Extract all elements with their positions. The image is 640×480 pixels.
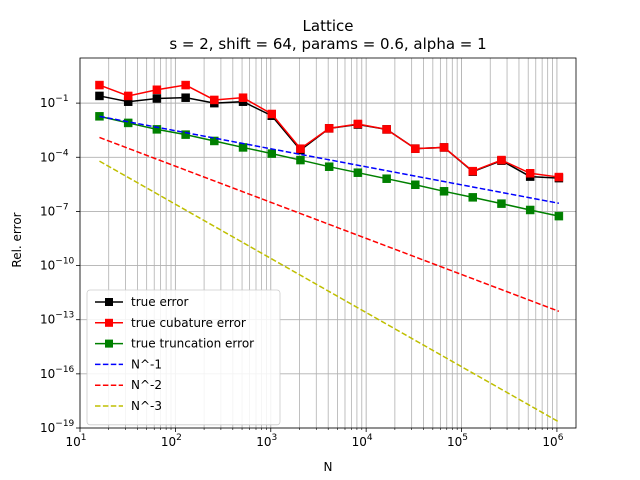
data-point (554, 172, 564, 182)
legend-label: true cubature error (131, 316, 246, 330)
data-point (181, 80, 190, 90)
data-point (497, 199, 506, 208)
legend-entry: true truncation error (95, 337, 254, 351)
data-point (439, 187, 449, 196)
series-1 (95, 80, 564, 182)
data-point (296, 155, 305, 165)
series-line (99, 136, 560, 313)
legend-swatch-marker (105, 318, 113, 327)
x-tick-label: 106 (542, 433, 563, 449)
series-4 (99, 136, 560, 313)
data-point (267, 109, 277, 119)
data-point (296, 144, 305, 153)
legend-entry: N^-2 (95, 378, 162, 392)
y-tick-label: 10−1 (40, 94, 69, 110)
x-tick-label: 103 (256, 433, 277, 449)
y-axis-label: Rel. error (10, 212, 24, 267)
series-3 (99, 115, 560, 205)
data-point (324, 124, 334, 133)
series-5 (99, 160, 560, 423)
legend-swatch-marker (105, 339, 113, 348)
data-point (238, 143, 248, 152)
y-tick-label: 10−16 (40, 365, 75, 381)
data-point (382, 174, 391, 183)
x-tick-label: 101 (65, 433, 86, 449)
y-tick-label: 10−10 (40, 257, 75, 273)
data-point (439, 143, 449, 152)
y-tick-label: 10−7 (40, 202, 69, 218)
legend-label: true truncation error (131, 337, 254, 351)
data-point (324, 162, 334, 171)
legend-entry: true cubature error (95, 316, 246, 330)
data-point (95, 91, 104, 101)
x-tick-label: 105 (447, 433, 468, 449)
data-point (267, 149, 277, 158)
data-point (95, 80, 104, 90)
legend-entry: N^-3 (95, 399, 162, 413)
data-point (152, 125, 162, 134)
data-point (525, 169, 535, 178)
data-point (210, 136, 219, 146)
data-point (411, 144, 420, 153)
y-tick-label: 10−4 (40, 148, 69, 164)
legend-label: N^-2 (131, 378, 162, 392)
data-point (382, 125, 391, 134)
legend-label: N^-3 (131, 399, 162, 413)
legend-label: N^-1 (131, 357, 162, 371)
legend: true error true cubature error true trunca… (86, 289, 281, 426)
legend-swatch-marker (105, 298, 113, 306)
data-point (353, 168, 363, 177)
data-point (497, 155, 506, 165)
data-point (468, 166, 477, 176)
y-tick-label: 10−19 (40, 419, 75, 435)
ticks: 101 102 103 104 105 106 10−19 10−16 10−13 10−10 10… (40, 94, 564, 449)
data-point (411, 180, 420, 190)
data-point (525, 205, 535, 215)
data-point (210, 95, 219, 105)
data-point (123, 91, 133, 101)
chart-subtitle: s = 2, shift = 64, params = 0.6, alpha =… (169, 35, 486, 53)
x-tick-label: 102 (161, 433, 182, 449)
data-point (353, 119, 363, 129)
data-point (152, 85, 162, 95)
legend-box (86, 289, 281, 426)
data-point (152, 94, 162, 103)
legend-entry: N^-1 (95, 357, 162, 371)
legend-entry: true error (95, 295, 189, 309)
data-point (238, 93, 248, 102)
data-point (554, 211, 564, 221)
data-point (181, 130, 190, 139)
data-point (468, 193, 477, 202)
series-line (99, 115, 560, 205)
data-point (181, 93, 190, 102)
series-layer (95, 80, 564, 423)
legend-label: true error (131, 295, 189, 309)
chart-title: Lattice (303, 17, 354, 35)
x-axis-label: N (324, 460, 333, 474)
y-tick-label: 10−13 (40, 311, 74, 327)
x-tick-label: 104 (352, 433, 373, 449)
series-line (99, 160, 560, 423)
